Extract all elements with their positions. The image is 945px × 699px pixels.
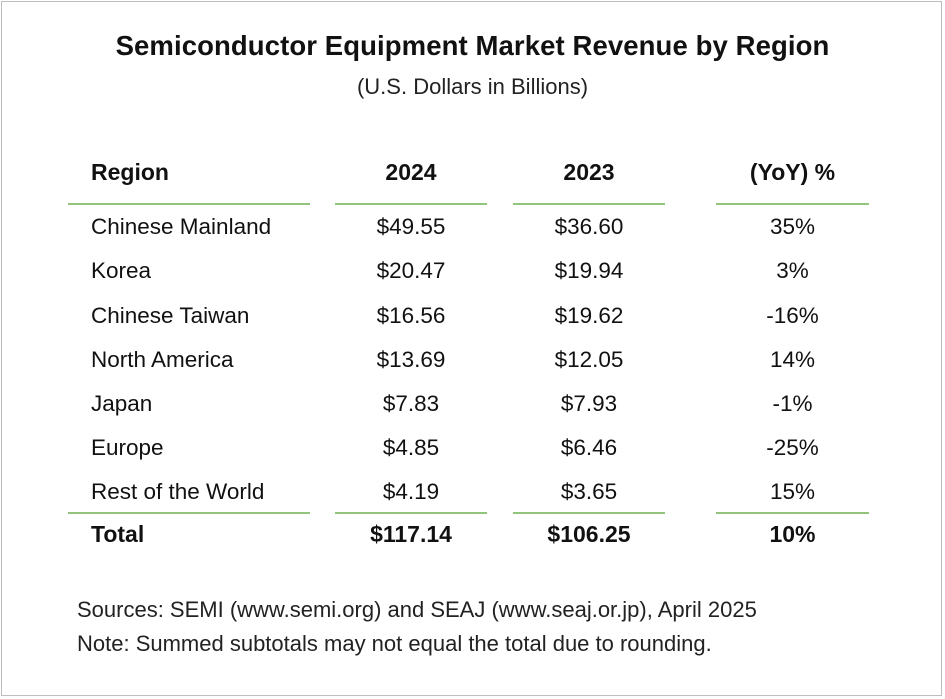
header-region: Region bbox=[91, 159, 169, 185]
row-2024-value: $49.55 bbox=[376, 214, 446, 239]
row-yoy-value: 35% bbox=[769, 214, 816, 239]
total-rule-region bbox=[68, 512, 310, 514]
row-yoy-value: 3% bbox=[776, 258, 809, 283]
row-yoy-value: -25% bbox=[766, 435, 819, 460]
row-region: Korea bbox=[91, 258, 152, 283]
chart-subtitle: (U.S. Dollars in Billions) bbox=[356, 74, 589, 99]
total-rule-2024 bbox=[335, 512, 487, 514]
rounding-note: Note: Summed subtotals may not equal the… bbox=[77, 631, 712, 656]
row-2023-value: $19.62 bbox=[554, 303, 624, 328]
row-yoy-value: -16% bbox=[766, 303, 819, 328]
header-rule-region bbox=[68, 203, 310, 205]
row-2024-value: $13.69 bbox=[376, 347, 446, 372]
header-rule-2023 bbox=[513, 203, 665, 205]
row-2024-value: $20.47 bbox=[376, 258, 446, 283]
header-2023: 2023 bbox=[563, 159, 615, 185]
row-yoy-value: -1% bbox=[772, 391, 813, 416]
header-2024: 2024 bbox=[385, 159, 437, 185]
total-2024-value: $117.14 bbox=[370, 521, 452, 547]
header-yoy: (YoY) % bbox=[749, 159, 836, 185]
row-2024-value: $4.85 bbox=[382, 435, 440, 460]
row-region: Europe bbox=[91, 435, 164, 460]
sources-note: Sources: SEMI (www.semi.org) and SEAJ (w… bbox=[77, 597, 757, 622]
row-region: Rest of the World bbox=[91, 479, 265, 504]
row-2023-value: $6.46 bbox=[560, 435, 618, 460]
chart-title: Semiconductor Equipment Market Revenue b… bbox=[115, 30, 830, 61]
row-region: Chinese Mainland bbox=[91, 214, 272, 239]
row-2024-value: $7.83 bbox=[382, 391, 440, 416]
total-rule-2023 bbox=[513, 512, 665, 514]
header-rule-2024 bbox=[335, 203, 487, 205]
total-yoy-value: 10% bbox=[769, 521, 816, 547]
row-region: Japan bbox=[91, 391, 153, 416]
row-region: Chinese Taiwan bbox=[91, 303, 250, 328]
row-yoy-value: 15% bbox=[769, 479, 816, 504]
total-2023-value: $106.25 bbox=[547, 521, 631, 547]
row-2023-value: $12.05 bbox=[554, 347, 624, 372]
row-region: North America bbox=[91, 347, 234, 372]
row-2024-value: $4.19 bbox=[382, 479, 440, 504]
row-2023-value: $7.93 bbox=[560, 391, 618, 416]
row-2023-value: $19.94 bbox=[554, 258, 624, 283]
row-2023-value: $36.60 bbox=[554, 214, 624, 239]
total-label: Total bbox=[91, 521, 145, 547]
total-rule-yoy bbox=[716, 512, 869, 514]
header-rule-yoy bbox=[716, 203, 869, 205]
row-yoy-value: 14% bbox=[769, 347, 816, 372]
row-2023-value: $3.65 bbox=[560, 479, 618, 504]
row-2024-value: $16.56 bbox=[376, 303, 446, 328]
